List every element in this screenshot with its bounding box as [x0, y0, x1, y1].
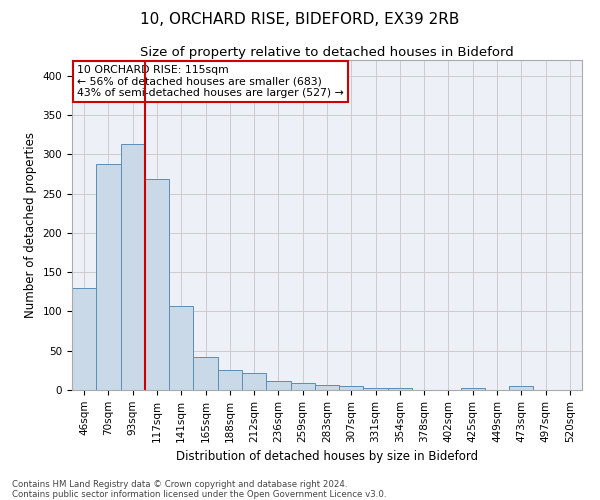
Bar — [121, 144, 145, 390]
Bar — [193, 357, 218, 390]
Bar — [461, 388, 485, 390]
Bar — [509, 386, 533, 390]
Bar — [242, 372, 266, 390]
Bar — [72, 288, 96, 390]
Bar — [169, 306, 193, 390]
X-axis label: Distribution of detached houses by size in Bideford: Distribution of detached houses by size … — [176, 450, 478, 463]
Bar — [364, 388, 388, 390]
Bar — [315, 384, 339, 390]
Text: 10, ORCHARD RISE, BIDEFORD, EX39 2RB: 10, ORCHARD RISE, BIDEFORD, EX39 2RB — [140, 12, 460, 28]
Bar — [145, 180, 169, 390]
Y-axis label: Number of detached properties: Number of detached properties — [24, 132, 37, 318]
Bar — [290, 383, 315, 390]
Bar — [218, 370, 242, 390]
Bar — [339, 386, 364, 390]
Text: 10 ORCHARD RISE: 115sqm
← 56% of detached houses are smaller (683)
43% of semi-d: 10 ORCHARD RISE: 115sqm ← 56% of detache… — [77, 65, 344, 98]
Bar — [388, 388, 412, 390]
Bar — [266, 382, 290, 390]
Bar — [96, 164, 121, 390]
Text: Contains HM Land Registry data © Crown copyright and database right 2024.
Contai: Contains HM Land Registry data © Crown c… — [12, 480, 386, 499]
Title: Size of property relative to detached houses in Bideford: Size of property relative to detached ho… — [140, 46, 514, 59]
